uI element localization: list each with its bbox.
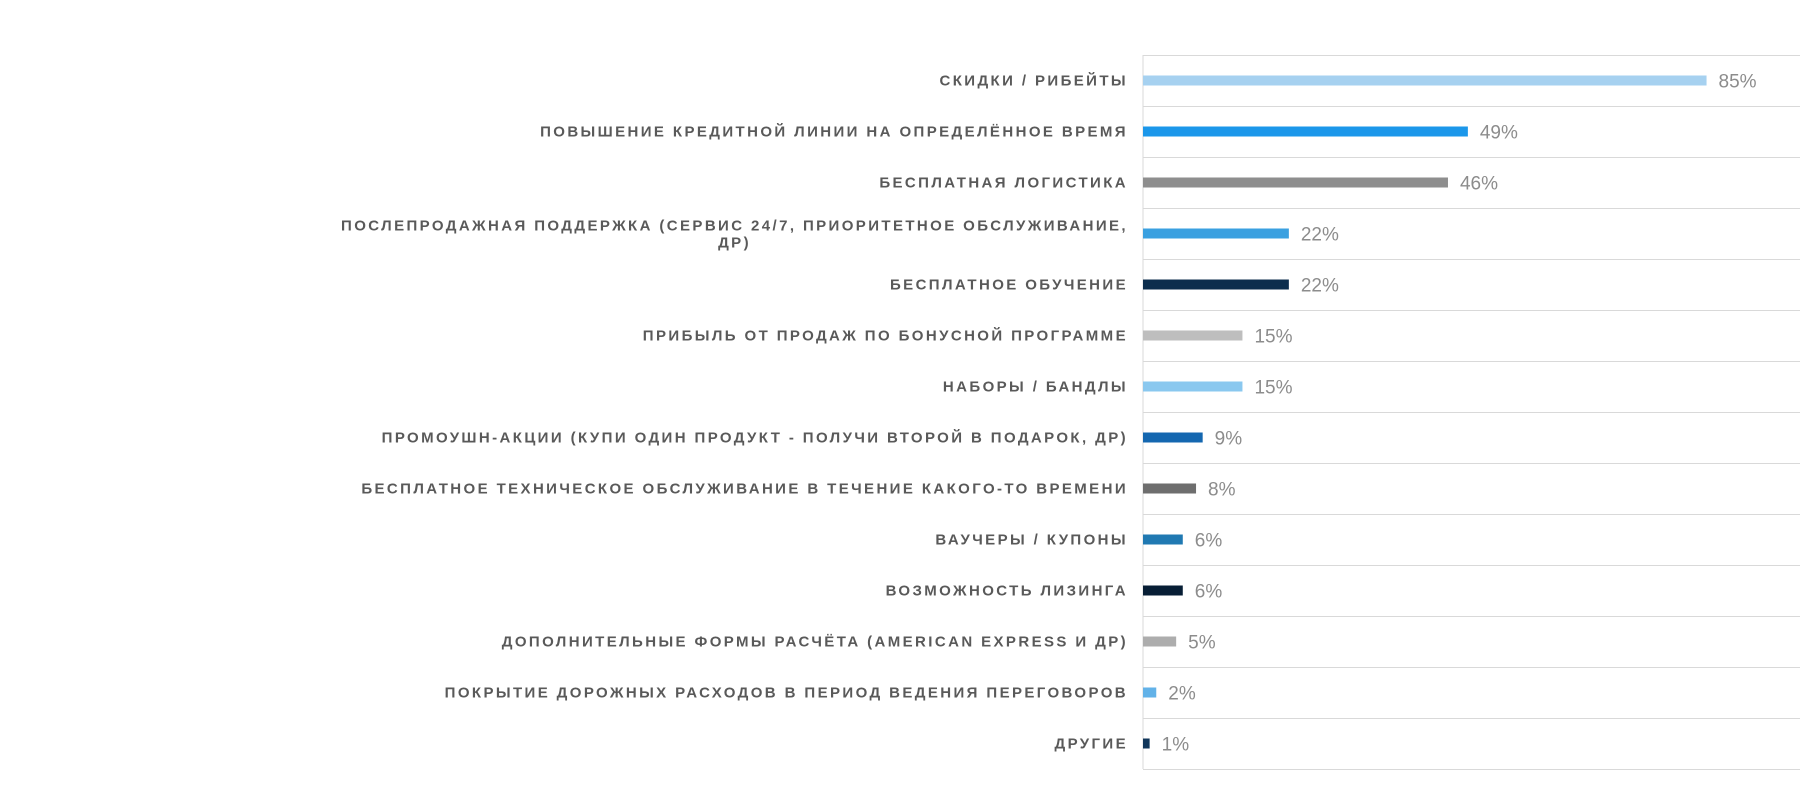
bar: [1143, 381, 1243, 392]
value-label: 46%: [1460, 174, 1498, 195]
category-label: ПОВЫШЕНИЕ КРЕДИТНОЙ ЛИНИИ НА ОПРЕДЕЛЁННО…: [540, 123, 1128, 141]
bar: [1143, 483, 1197, 494]
category-label: СКИДКИ / РИБЕЙТЫ: [940, 72, 1129, 90]
value-label: 15%: [1254, 327, 1292, 348]
category-label: ПРОМОУШН-АКЦИИ (КУПИ ОДИН ПРОДУКТ - ПОЛУ…: [382, 429, 1128, 447]
category-label: ПОСЛЕПРОДАЖНАЯ ПОДДЕРЖКА (СЕРВИС 24/7, П…: [341, 218, 1128, 235]
category-label: БЕСПЛАТНОЕ ОБУЧЕНИЕ: [890, 277, 1128, 294]
value-label: 22%: [1301, 225, 1339, 246]
value-label: 49%: [1480, 123, 1518, 144]
bars: [1143, 75, 1707, 749]
value-label: 1%: [1162, 735, 1190, 756]
value-label: 15%: [1254, 378, 1292, 399]
category-label: ВОЗМОЖНОСТЬ ЛИЗИНГА: [886, 583, 1128, 600]
category-label: ПРИБЫЛЬ ОТ ПРОДАЖ ПО БОНУСНОЙ ПРОГРАММЕ: [643, 327, 1128, 345]
value-label: 9%: [1215, 429, 1243, 450]
category-label: ВАУЧЕРЫ / КУПОНЫ: [935, 532, 1128, 549]
category-label-continued: ДР): [718, 235, 751, 252]
category-label: ДРУГИЕ: [1054, 736, 1128, 753]
value-label: 2%: [1168, 684, 1196, 705]
value-label: 5%: [1188, 633, 1216, 654]
category-label: ДОПОЛНИТЕЛЬНЫЕ ФОРМЫ РАСЧЁТА (AMERICAN E…: [502, 634, 1128, 651]
bar: [1143, 687, 1157, 698]
category-label: БЕСПЛАТНАЯ ЛОГИСТИКА: [879, 175, 1128, 192]
category-label: ПОКРЫТИЕ ДОРОЖНЫХ РАСХОДОВ В ПЕРИОД ВЕДЕ…: [445, 685, 1128, 702]
bar: [1143, 534, 1183, 545]
bar: [1143, 279, 1289, 290]
bar: [1143, 177, 1448, 188]
gridlines: [1142, 55, 1800, 770]
value-label: 8%: [1208, 480, 1236, 501]
value-label: 6%: [1195, 582, 1223, 603]
bar: [1143, 126, 1468, 137]
value-label: 85%: [1719, 72, 1757, 93]
value-label: 22%: [1301, 276, 1339, 297]
value-labels: 85% 49% 46% 22% 22% 15% 15% 9% 8% 6% 6% 5% 2% 1%: [1162, 72, 1757, 756]
bar: [1143, 585, 1183, 596]
category-label: НАБОРЫ / БАНДЛЫ: [943, 379, 1128, 396]
bar: [1143, 636, 1177, 647]
category-label: БЕСПЛАТНОЕ ТЕХНИЧЕСКОЕ ОБСЛУЖИВАНИЕ В ТЕ…: [361, 481, 1128, 498]
bar: [1143, 330, 1243, 341]
bar: [1143, 228, 1289, 239]
bar: [1143, 432, 1203, 443]
bar: [1143, 75, 1707, 86]
bar: [1143, 738, 1150, 749]
value-label: 6%: [1195, 531, 1223, 552]
category-labels: СКИДКИ / РИБЕЙТЫ ПОВЫШЕНИЕ КРЕДИТНОЙ ЛИНИ…: [341, 72, 1129, 753]
